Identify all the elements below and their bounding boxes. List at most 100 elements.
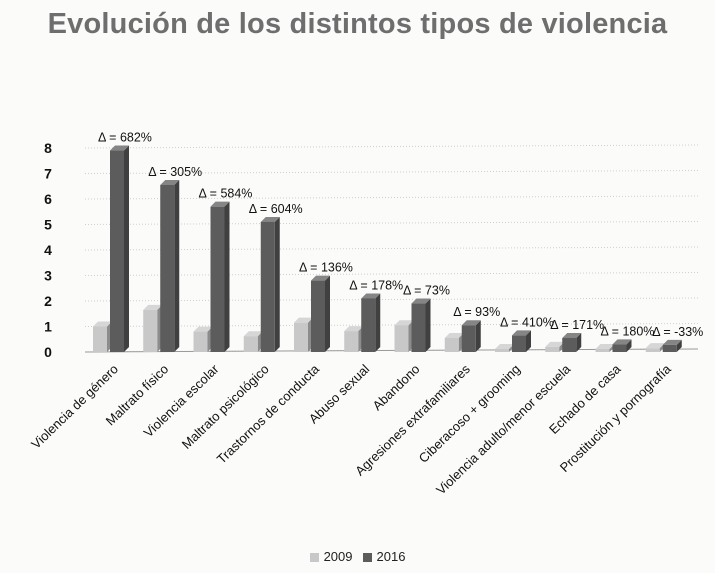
bar-2016 [210, 206, 225, 352]
bar-2009-top [595, 343, 615, 349]
y-tick-label: 5 [44, 217, 52, 233]
bar-2016-top [562, 332, 582, 338]
y-tick-label: 0 [44, 344, 52, 360]
y-tick-label: 4 [44, 242, 52, 258]
bar-2016-side [425, 298, 431, 352]
bar-2009-top [645, 343, 665, 349]
bar-2016-side [325, 275, 330, 352]
bar-2009 [394, 325, 409, 352]
bar-2016 [260, 221, 275, 352]
delta-label: Δ = 171% [550, 318, 604, 332]
y-tick-label: 6 [44, 191, 52, 207]
delta-label: Δ = 305% [148, 165, 202, 179]
bar-2009 [193, 331, 208, 352]
bar-2016-top [612, 339, 632, 345]
bar-2009-top [444, 332, 464, 338]
bar-2009 [294, 322, 308, 352]
y-tick-label: 3 [44, 268, 52, 284]
delta-label: Δ = 604% [249, 202, 303, 216]
bar-2016-side [626, 339, 632, 352]
bar-2016-top [662, 339, 682, 345]
gridline [84, 221, 699, 225]
x-tick-label: Abandono [370, 361, 423, 413]
y-tick-label: 2 [44, 293, 52, 309]
delta-label: Δ = 410% [500, 315, 554, 329]
legend-swatch [362, 553, 372, 562]
legend-label: 2009 [323, 549, 353, 564]
bar-2016-side [274, 216, 280, 352]
y-tick-label: 7 [44, 166, 52, 182]
x-tick-label: Ciberacoso + grooming [416, 361, 523, 465]
bar-2009 [595, 348, 610, 352]
bar-2009 [645, 348, 660, 352]
bar-2009 [93, 326, 107, 352]
bar-2009 [344, 331, 359, 352]
chart-title: Evolución de los distintos tipos de viol… [47, 8, 668, 40]
delta-label: Δ = 584% [199, 187, 253, 201]
bar-2009 [444, 337, 459, 352]
gridline [84, 272, 699, 276]
bar-2016 [110, 150, 124, 352]
bar-2009 [545, 346, 560, 352]
bar-2016 [361, 298, 376, 352]
bar-2016 [662, 344, 677, 352]
bar-2016-top [160, 179, 180, 185]
delta-label: Δ = 93% [453, 305, 500, 319]
gridline [84, 195, 699, 200]
bar-2016 [461, 325, 476, 352]
bar-2009 [143, 309, 158, 352]
bar-2016-top [311, 275, 330, 281]
bar-2009-top [344, 326, 364, 332]
bar-2009-top [243, 331, 263, 337]
bar-2016-side [174, 179, 180, 352]
bar-2016-side [375, 293, 381, 352]
bar-2016-side [676, 339, 682, 352]
bar-2016-side [124, 145, 129, 352]
bar-2016 [160, 184, 175, 352]
bar-2009-top [294, 317, 313, 323]
bar-2016 [612, 344, 627, 352]
delta-label: Δ = 73% [403, 284, 450, 298]
delta-label: Δ = 136% [299, 261, 353, 275]
bar-2016-top [260, 216, 280, 222]
bar-2009-top [545, 341, 565, 347]
gridline [84, 246, 699, 251]
y-tick-label: 1 [44, 319, 52, 335]
delta-label: Δ = 178% [349, 278, 403, 292]
bar-2009-top [193, 326, 213, 332]
delta-label: Δ = -33% [652, 325, 703, 339]
bar-2016-top [210, 201, 230, 207]
bar-2016 [562, 337, 577, 352]
bar-chart: 0 1 2 3 4 5 6 7 8 Δ = 682% Violencia de género Δ = … [28, 131, 703, 498]
bar-2009-top [495, 343, 514, 349]
bar-2016-side [576, 332, 582, 352]
gridline [84, 144, 699, 149]
x-tick-label: Violencia de género [28, 361, 121, 451]
chart-legend: 2009 2016 [0, 549, 715, 564]
y-tick-label: 8 [44, 140, 52, 156]
bar-2016 [311, 280, 325, 352]
bar-2009-top [394, 320, 414, 326]
bar-2016 [411, 303, 426, 352]
delta-label: Δ = 180% [601, 324, 655, 338]
bar-2016-side [475, 320, 481, 352]
bar-2009 [243, 336, 258, 352]
bar-2016-top [512, 330, 531, 336]
bar-2016-top [361, 293, 381, 299]
bar-2016-top [461, 320, 481, 326]
legend-swatch [309, 553, 319, 562]
delta-label: Δ = 682% [98, 131, 152, 145]
x-tick-label: Maltrato psicológico [179, 361, 272, 452]
bar-2016-top [110, 145, 129, 151]
bar-2009-top [93, 321, 112, 327]
bar-2009-top [143, 304, 163, 310]
bar-2016 [512, 335, 526, 352]
legend-item: 2016 [362, 549, 406, 564]
legend-label: 2016 [376, 549, 406, 564]
gridline [84, 297, 699, 302]
bar-2016-side [526, 330, 531, 352]
bar-2016-side [224, 201, 230, 352]
legend-item: 2009 [309, 549, 353, 564]
bar-2009 [495, 348, 509, 352]
gridline [84, 170, 699, 174]
